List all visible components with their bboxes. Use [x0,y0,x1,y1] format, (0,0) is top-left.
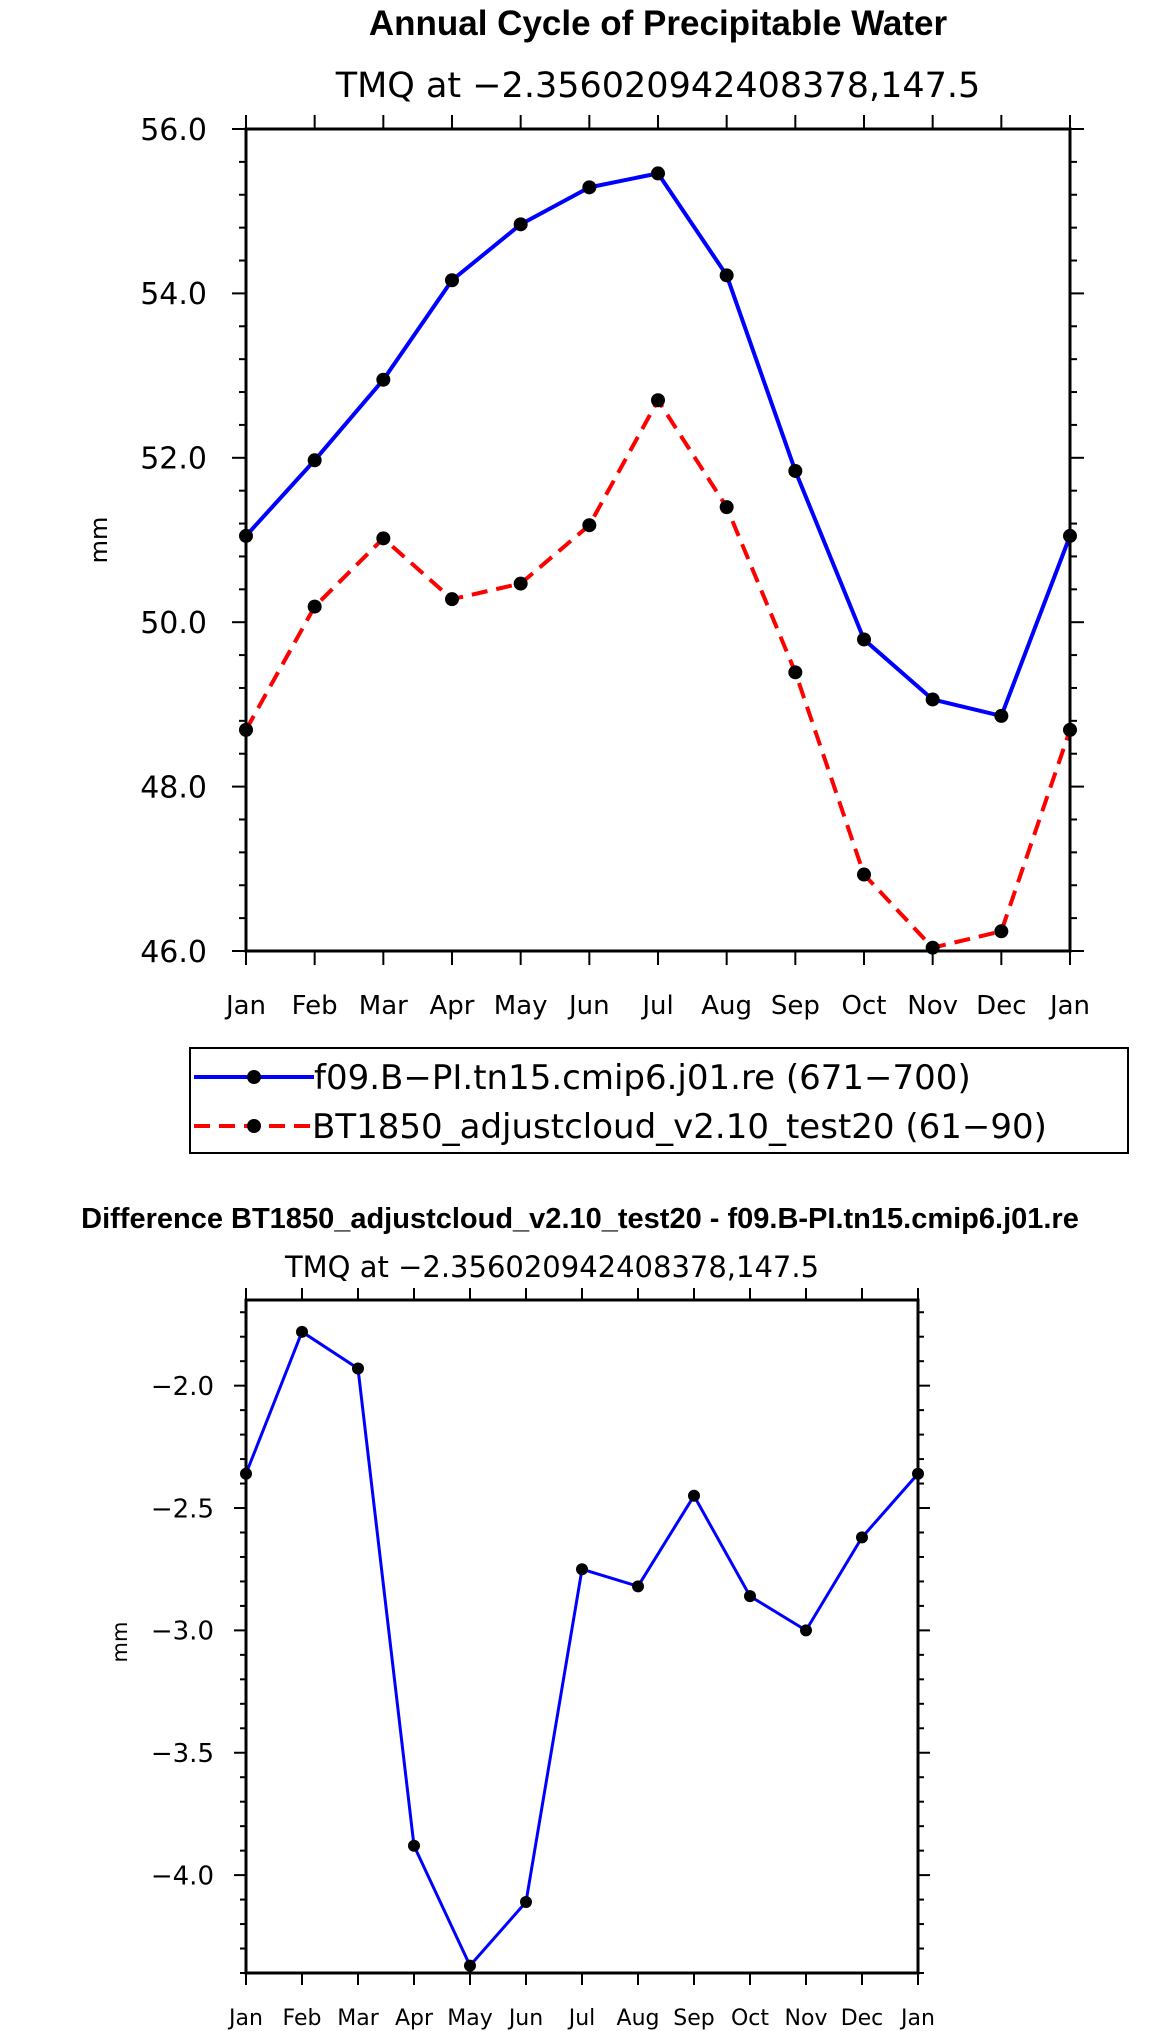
tick-marks [234,1288,930,1985]
x-tick-label: Aug [617,2006,660,2031]
x-tick-label: Jul [567,2006,596,2031]
y-axis-label: mm [85,517,113,564]
x-tick-label: Jul [640,991,673,1021]
x-tick-labels: Jan Feb Mar Apr May Jun Jul Aug Sep Oct Nov Dec Jan [227,2006,935,2031]
x-tick-label: Feb [283,2006,322,2031]
x-tick-label: Oct [842,991,887,1021]
y-tick-labels: 46.0 48.0 50.0 52.0 54.0 56.0 [140,113,207,970]
data-point [925,692,940,707]
y-tick-label: −3.0 [151,1617,214,1647]
x-tick-label: Jan [1048,991,1090,1021]
data-point [688,1489,700,1502]
data-point [925,940,940,955]
data-point [445,592,459,607]
plot-frame [244,1298,920,1975]
chart-title: Difference BT1850_adjustcloud_v2.10_test… [81,1203,1079,1235]
chart-title: Annual Cycle of Precipitable Water [369,4,948,43]
data-point [376,531,391,546]
data-point [307,453,322,468]
data-point [376,372,391,387]
x-tick-label: Nov [907,991,958,1021]
y-tick-label: 46.0 [140,935,207,970]
legend-box [189,1047,1129,1154]
x-tick-label: Mar [359,991,408,1021]
legend-marker-series-2 [247,1119,261,1133]
data-point [296,1325,308,1338]
data-point [576,1563,588,1576]
x-tick-label: Dec [976,991,1026,1021]
data-point [582,180,597,195]
x-tick-label: May [494,991,548,1021]
annual-cycle-chart: Annual Cycle of Precipitable Water TMQ a… [85,4,1090,1021]
y-tick-labels: −4.0 −3.5 −3.0 −2.5 −2.0 [151,1372,214,1891]
data-point [800,1624,812,1637]
data-point [520,1896,532,1909]
data-point [788,665,803,680]
data-point [513,576,528,591]
legend-label-series-2: BT1850_adjustcloud_v2.10_test20 (61−90) [312,1107,1047,1147]
difference-chart: Difference BT1850_adjustcloud_v2.10_test… [81,1203,1079,2031]
plot-frame [244,127,1072,953]
chart-subtitle: TMQ at −2.356020942408378,147.5 [335,66,981,106]
x-tick-label: Sep [673,2006,714,2031]
x-tick-label: Apr [430,991,475,1021]
x-tick-label: Mar [337,2006,379,2031]
legend: f09.B−PI.tn15.cmip6.j01.re (671−700) BT1… [189,1047,1129,1154]
data-point [856,1531,868,1544]
y-tick-label: −3.5 [151,1739,214,1769]
y-tick-label: −2.5 [151,1494,214,1524]
data-point [994,924,1009,939]
series-layer [240,1325,924,1972]
data-point [651,166,665,181]
series-line-2 [244,398,1072,950]
data-point [445,273,459,288]
y-tick-label: 54.0 [140,277,207,312]
y-axis-label: mm [108,1622,132,1663]
y-tick-label: 48.0 [140,770,207,805]
y-tick-label: −2.0 [151,1372,214,1402]
legend-label-series-1: f09.B−PI.tn15.cmip6.j01.re (671−700) [314,1058,971,1098]
series-line-1 [244,171,1072,718]
x-tick-label: Dec [841,2006,884,2031]
x-tick-label: Jan [227,2006,263,2031]
data-point [994,708,1009,723]
x-tick-label: Jan [899,2006,935,2031]
data-point [307,599,322,614]
data-point [464,1959,476,1972]
data-point [582,518,597,533]
x-tick-label: Apr [395,2006,434,2031]
series-line-1 [244,1330,920,1968]
x-tick-label: Sep [771,991,820,1021]
tick-marks [232,115,1084,965]
data-point [632,1580,644,1593]
x-tick-label: Oct [731,2006,769,2031]
data-point [651,393,665,408]
y-tick-label: −4.0 [151,1861,214,1891]
x-tick-label: Nov [785,2006,828,2031]
legend-marker-series-1 [247,1070,261,1084]
data-point [719,268,734,283]
x-tick-labels: Jan Feb Mar Apr May Jun Jul Aug Sep Oct Nov Dec Jan [224,991,1090,1021]
chart-subtitle: TMQ at −2.356020942408378,147.5 [284,1250,819,1284]
data-point [857,632,871,647]
y-tick-label: 56.0 [140,113,207,148]
x-tick-label: Jun [567,991,610,1021]
x-tick-label: Jun [507,2006,543,2031]
data-point [719,500,734,515]
x-tick-label: May [447,2006,492,2031]
data-point [744,1590,756,1603]
data-point [788,463,803,478]
x-tick-label: Jan [224,991,266,1021]
data-point [513,217,528,232]
x-tick-label: Feb [292,991,338,1021]
x-tick-label: Aug [701,991,752,1021]
series-layer [239,166,1077,955]
data-point [352,1362,364,1375]
y-tick-label: 50.0 [140,606,207,641]
data-point [408,1839,420,1852]
data-point [857,867,871,882]
y-tick-label: 52.0 [140,442,207,477]
